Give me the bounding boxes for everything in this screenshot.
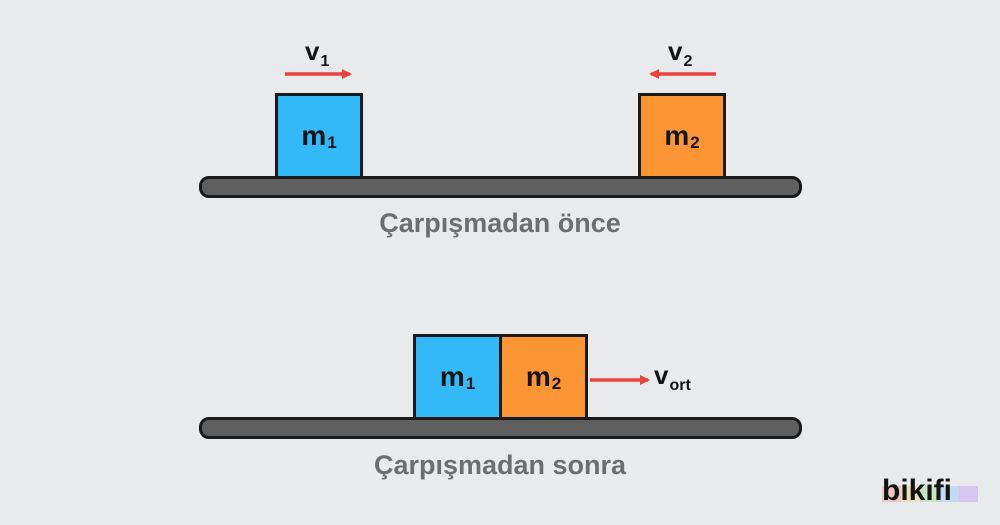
- caption-after: Çarpışmadan sonra: [373, 450, 627, 480]
- track-after: [199, 417, 802, 439]
- track-before: [199, 176, 802, 198]
- caption-before: Çarpışmadan önce: [379, 208, 621, 238]
- velocity1-label: v1: [305, 36, 330, 70]
- velocity2-label: v2: [668, 36, 693, 70]
- logo-color-bar: [882, 486, 979, 502]
- velocity-common-label: vort: [654, 360, 691, 394]
- brand-logo: bikifi: [882, 474, 953, 507]
